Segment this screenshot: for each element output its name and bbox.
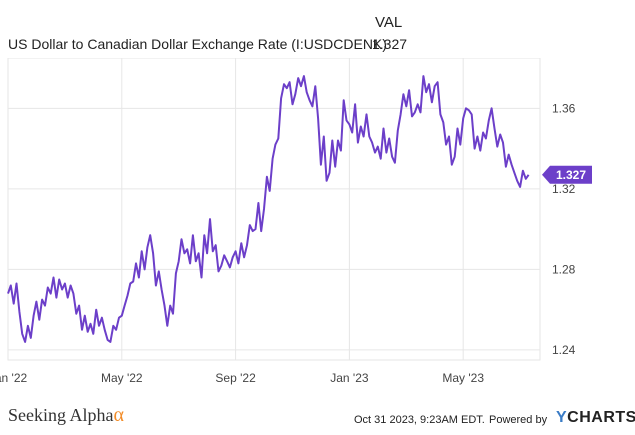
ycharts-y-icon: Y — [556, 409, 568, 426]
last-value-badge — [542, 165, 592, 184]
series-name: US Dollar to Canadian Dollar Exchange Ra… — [8, 36, 387, 52]
ycharts-logo: YCHARTS — [556, 409, 635, 427]
y-tick-label: 1.28 — [552, 262, 576, 276]
x-tick-label: Jan '23 — [330, 371, 369, 385]
last-value-text: 1.327 — [556, 168, 586, 182]
timestamp: Oct 31 2023, 9:23AM EDT. — [354, 414, 485, 426]
last-value-label: 1.327 — [542, 165, 592, 184]
x-axis-labels: Jan '22 May '22 Sep '22 Jan '23 May '23 — [0, 371, 484, 385]
y-tick-label: 1.32 — [552, 182, 576, 196]
x-tick-label: May '23 — [442, 371, 484, 385]
x-tick-label: Sep '22 — [215, 371, 256, 385]
seeking-alpha-logo: Seeking Alphaα — [8, 404, 124, 427]
alpha-icon: α — [113, 404, 124, 426]
grid-lines — [7, 58, 541, 361]
series-line — [7, 75, 530, 343]
y-axis-labels: 1.24 1.28 1.32 1.36 — [552, 101, 576, 357]
powered-by-label: Powered by — [489, 414, 548, 426]
y-tick-label: 1.36 — [552, 101, 576, 115]
x-tick-label: May '22 — [101, 371, 143, 385]
ycharts-text: CHARTS — [567, 409, 635, 426]
x-tick-label: Jan '22 — [0, 371, 27, 385]
series-value: 1.327 — [372, 36, 408, 52]
brand-text: Seeking Alpha — [8, 405, 114, 425]
value-column-header: VAL — [375, 14, 403, 31]
plot-frame — [7, 58, 541, 361]
y-tick-label: 1.24 — [552, 343, 576, 357]
